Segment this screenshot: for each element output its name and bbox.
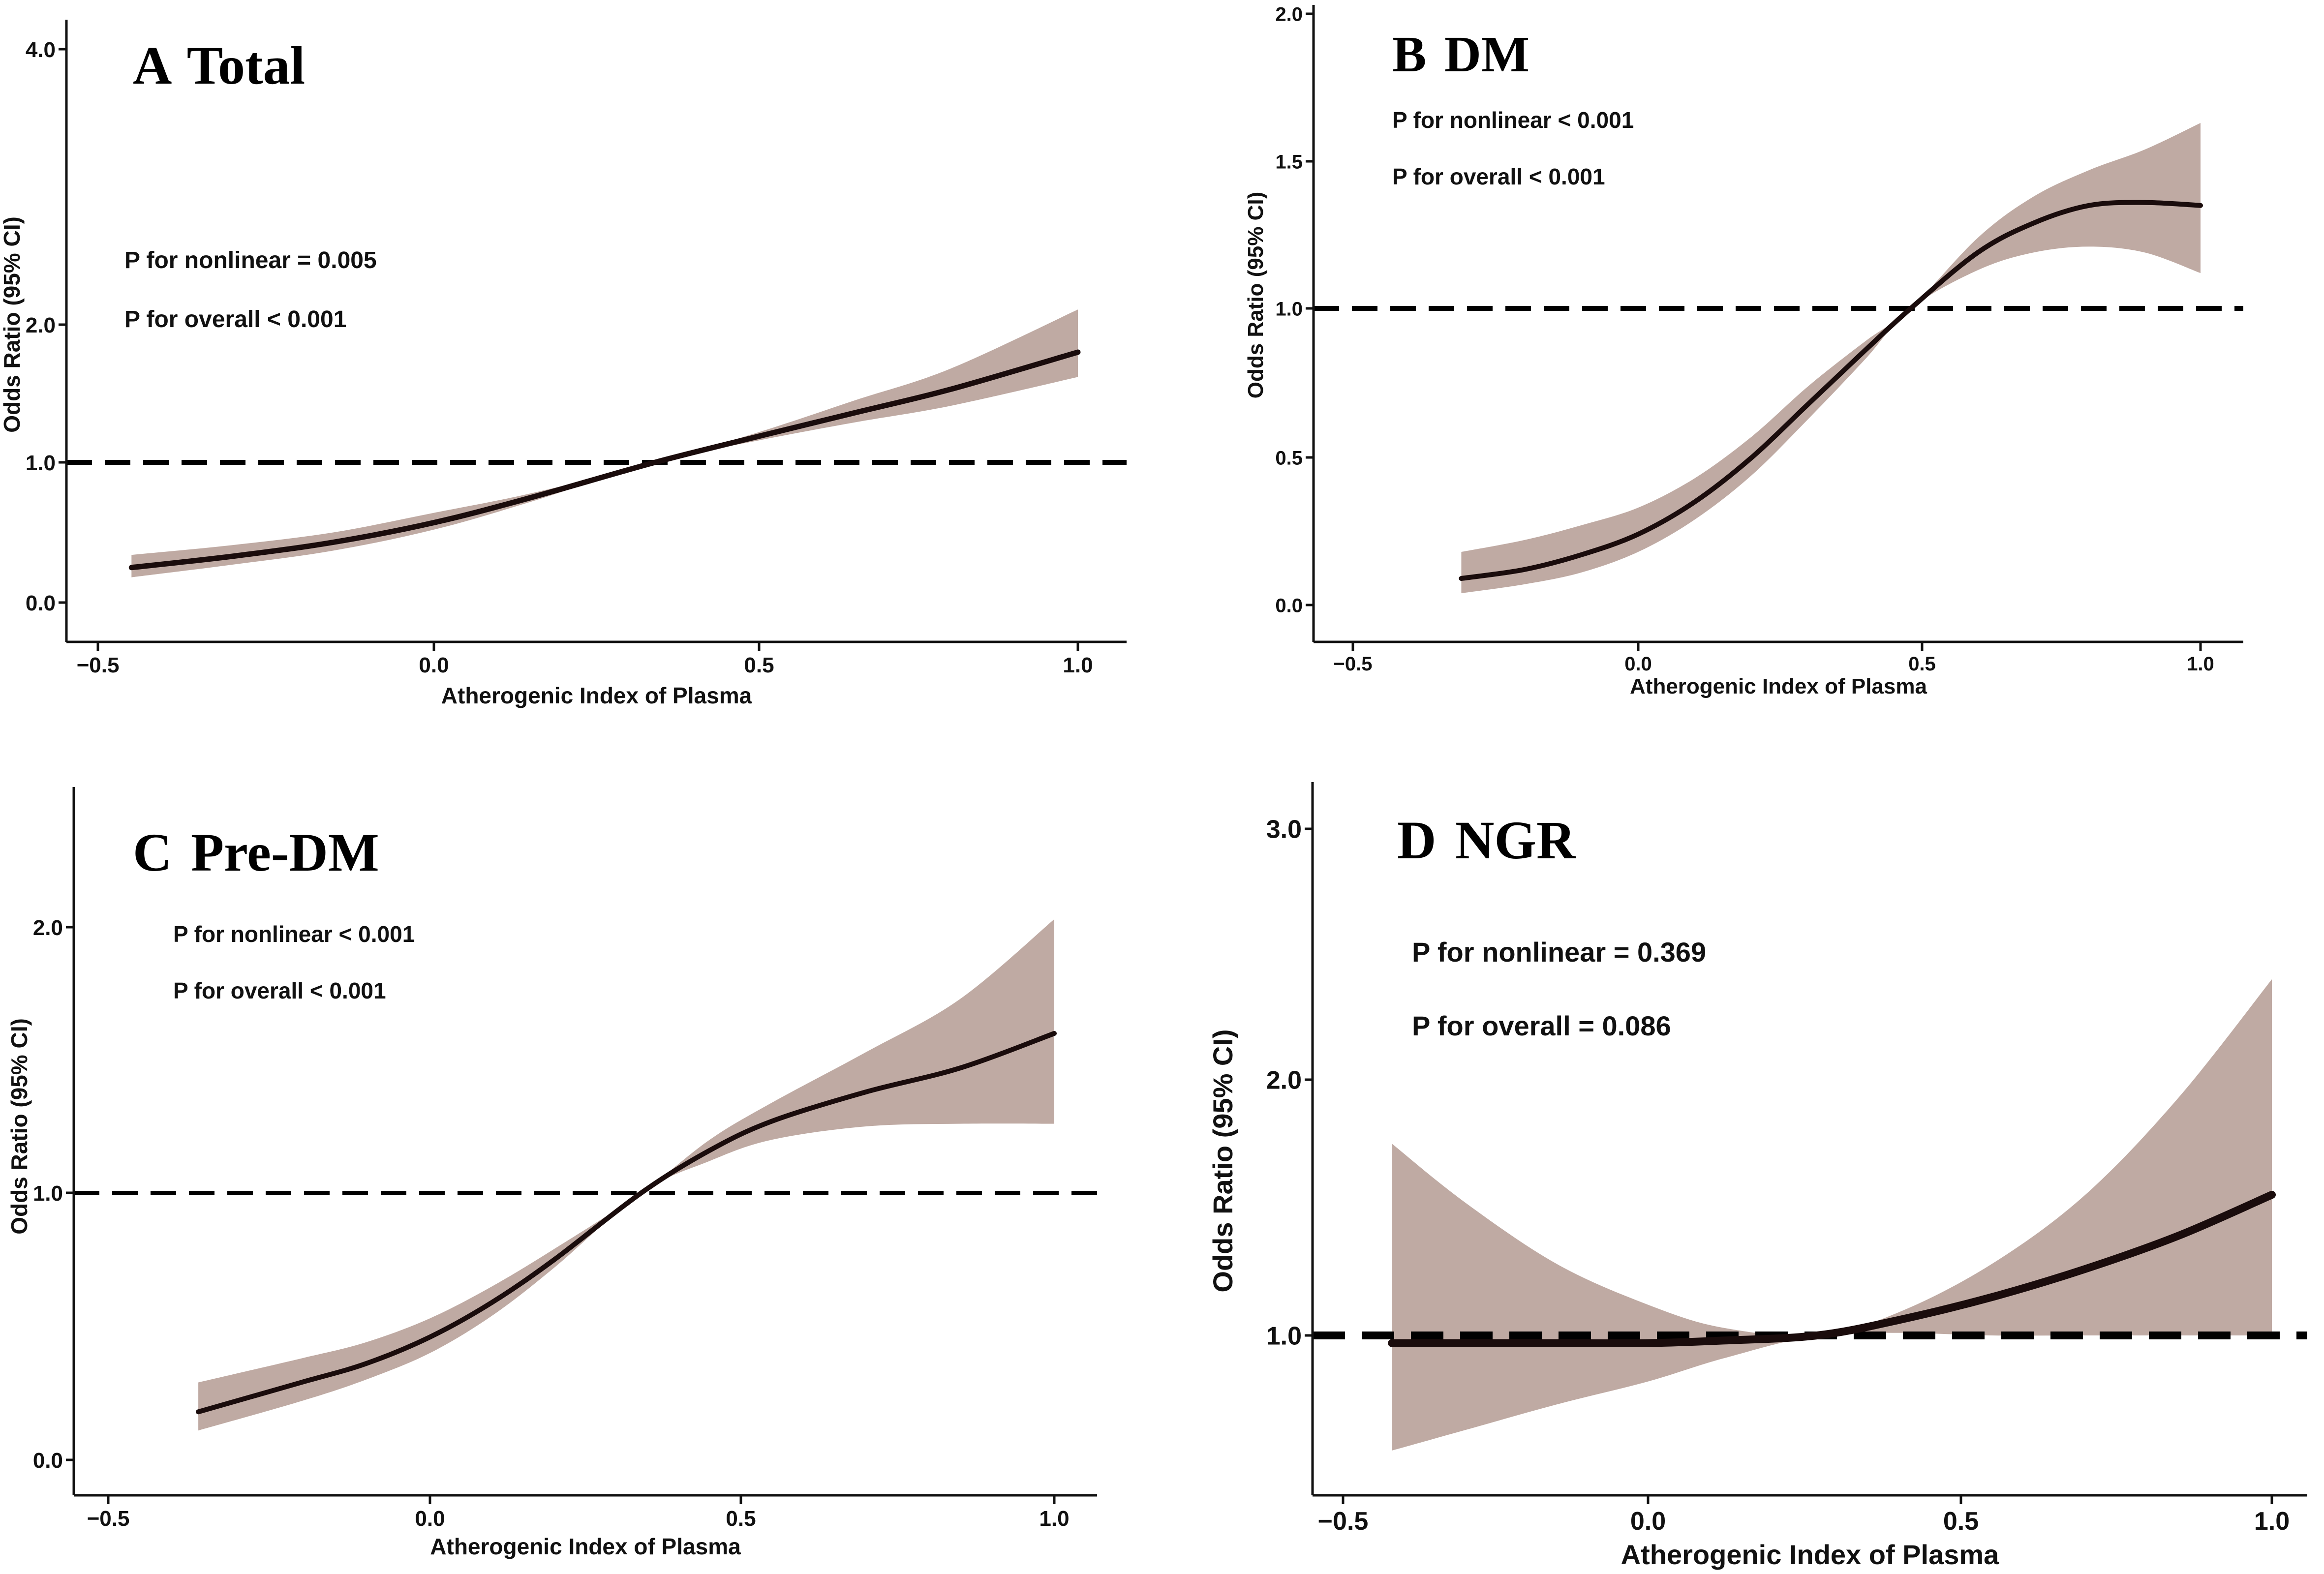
x-tick-label: −0.5 (87, 1507, 130, 1531)
p-overall-annotation: P for overall < 0.001 (1392, 164, 1605, 189)
y-tick-label: 2.0 (33, 916, 63, 940)
or-curve-d (1388, 1191, 2276, 1347)
y-tick-label: 0.5 (1275, 447, 1303, 469)
ci-band-a (131, 309, 1078, 577)
x-tick-label: 0.5 (1908, 653, 1936, 675)
ci-band-b (1461, 123, 2201, 593)
x-tick-label: −0.5 (77, 653, 120, 677)
ci-band-c (198, 919, 1055, 1431)
panel-title: A Total (133, 35, 305, 95)
panel-letter: B (1392, 26, 1426, 83)
panel-subtitle: DM (1444, 26, 1529, 83)
y-tick-label: 0.0 (1275, 595, 1303, 616)
y-tick-label: 1.0 (1266, 1322, 1302, 1351)
p-nonlinear-annotation: P for nonlinear < 0.001 (1392, 107, 1634, 133)
x-tick-label: 1.0 (2187, 653, 2214, 675)
x-tick-label: 0.5 (744, 653, 774, 677)
chart-panel-b: −0.5 0.0 0.5 1.0 0.0 0.5 1.0 1.5 2.0 Atherogenic … (1244, 3, 2243, 698)
panel-letter: D (1397, 810, 1436, 870)
chart-panel-c: −0.5 0.0 0.5 1.0 0.0 1.0 2.0 Atherogenic Index … (6, 787, 1097, 1559)
p-nonlinear-annotation: P for nonlinear < 0.001 (173, 921, 415, 947)
y-tick-label: 1.0 (26, 451, 56, 475)
y-tick-label: 2.0 (1266, 1066, 1302, 1095)
or-curve-b (1459, 200, 2203, 581)
p-overall-annotation: P for overall < 0.001 (173, 978, 386, 1003)
p-overall-annotation: P for overall = 0.086 (1412, 1010, 1671, 1041)
panel-subtitle: Pre-DM (191, 822, 379, 882)
panel-title: C Pre-DM (133, 822, 379, 882)
y-tick-label: 0.0 (26, 591, 56, 615)
x-axis-title: Atherogenic Index of Plasma (441, 683, 752, 708)
x-tick-label: 0.0 (415, 1507, 445, 1531)
y-tick-label: 1.5 (1275, 151, 1303, 173)
x-axis-title: Atherogenic Index of Plasma (430, 1534, 741, 1559)
y-tick-label: 1.0 (1275, 298, 1303, 320)
panel-subtitle: Total (187, 35, 305, 95)
x-axis-title: Atherogenic Index of Plasma (1630, 674, 1927, 698)
x-tick-label: −0.5 (1334, 653, 1373, 675)
panel-title: D NGR (1397, 810, 1576, 870)
y-tick-label: 3.0 (1266, 816, 1302, 844)
x-axis-title: Atherogenic Index of Plasma (1621, 1539, 1999, 1570)
chart-panel-d: −0.5 0.0 0.5 1.0 1.0 2.0 3.0 Atherogenic Index … (1207, 782, 2307, 1570)
chart-panel-a: −0.5 0.0 0.5 1.0 0.0 1.0 2.0 4.0 Atherogenic Ind… (0, 20, 1127, 708)
panel-subtitle: NGR (1455, 810, 1576, 870)
x-tick-label: 0.0 (1624, 653, 1652, 675)
p-overall-annotation: P for overall < 0.001 (124, 306, 346, 333)
y-axis-title: Odds Ratio (95% CI) (1244, 192, 1268, 399)
x-tick-label: 0.5 (1943, 1507, 1979, 1536)
y-tick-label: 2.0 (1275, 3, 1303, 25)
p-nonlinear-annotation: P for nonlinear = 0.005 (124, 247, 377, 273)
or-curve-a (128, 349, 1081, 571)
x-tick-label: 1.0 (2254, 1507, 2290, 1536)
panel-letter: C (133, 822, 172, 882)
panel-title: B DM (1392, 26, 1529, 83)
y-tick-label: 4.0 (26, 38, 56, 62)
x-tick-label: 1.0 (1063, 653, 1093, 677)
y-tick-label: 0.0 (33, 1449, 63, 1473)
p-nonlinear-annotation: P for nonlinear = 0.369 (1412, 937, 1706, 968)
y-tick-label: 2.0 (26, 313, 56, 337)
x-tick-label: 0.0 (1630, 1507, 1666, 1536)
y-axis-title: Odds Ratio (95% CI) (0, 216, 25, 433)
panel-letter: A (133, 35, 172, 95)
or-curve-c (196, 1031, 1057, 1415)
y-axis-title: Odds Ratio (95% CI) (6, 1018, 32, 1235)
x-tick-label: 0.0 (419, 653, 449, 677)
y-axis-title: Odds Ratio (95% CI) (1207, 1029, 1238, 1292)
x-tick-label: −0.5 (1318, 1507, 1369, 1536)
x-tick-label: 0.5 (726, 1507, 756, 1531)
y-tick-label: 1.0 (33, 1181, 63, 1206)
x-tick-label: 1.0 (1039, 1507, 1069, 1531)
